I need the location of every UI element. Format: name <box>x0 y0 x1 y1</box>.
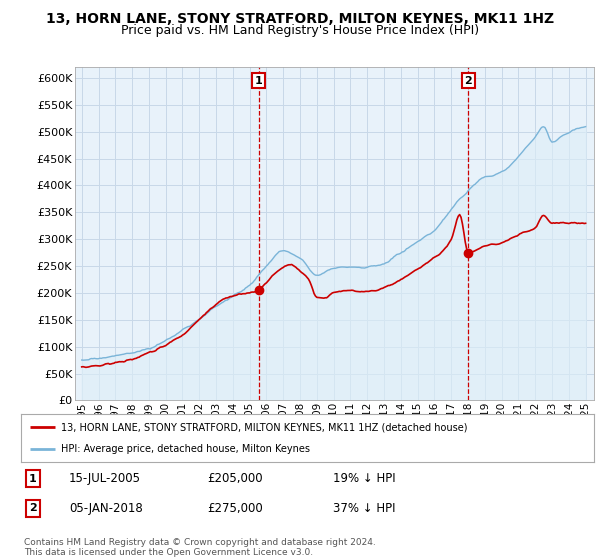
Text: 37% ↓ HPI: 37% ↓ HPI <box>333 502 395 515</box>
Text: HPI: Average price, detached house, Milton Keynes: HPI: Average price, detached house, Milt… <box>61 444 310 454</box>
Text: 1: 1 <box>255 76 263 86</box>
Text: £205,000: £205,000 <box>207 472 263 486</box>
Text: 19% ↓ HPI: 19% ↓ HPI <box>333 472 395 486</box>
Text: 2: 2 <box>29 503 37 514</box>
Text: Price paid vs. HM Land Registry's House Price Index (HPI): Price paid vs. HM Land Registry's House … <box>121 24 479 36</box>
Text: 15-JUL-2005: 15-JUL-2005 <box>69 472 141 486</box>
Text: 2: 2 <box>464 76 472 86</box>
Text: 1: 1 <box>29 474 37 484</box>
Text: Contains HM Land Registry data © Crown copyright and database right 2024.
This d: Contains HM Land Registry data © Crown c… <box>24 538 376 557</box>
Text: 13, HORN LANE, STONY STRATFORD, MILTON KEYNES, MK11 1HZ (detached house): 13, HORN LANE, STONY STRATFORD, MILTON K… <box>61 422 467 432</box>
Text: 05-JAN-2018: 05-JAN-2018 <box>69 502 143 515</box>
Text: 13, HORN LANE, STONY STRATFORD, MILTON KEYNES, MK11 1HZ: 13, HORN LANE, STONY STRATFORD, MILTON K… <box>46 12 554 26</box>
Text: £275,000: £275,000 <box>207 502 263 515</box>
